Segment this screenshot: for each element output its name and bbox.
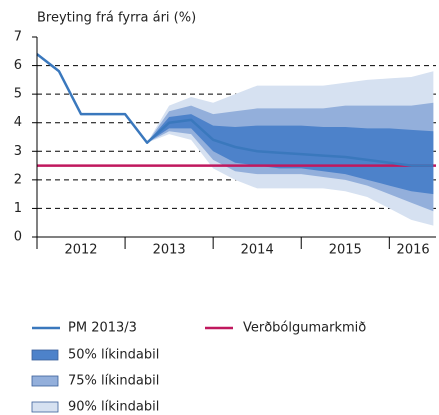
- y-tick-label: 2: [14, 172, 22, 187]
- x-tick-label: 2014: [241, 243, 274, 258]
- x-tick-label: 2013: [153, 243, 186, 258]
- legend-swatch: [31, 375, 59, 387]
- y-tick-label: 6: [14, 58, 22, 73]
- y-tick-label: 0: [14, 230, 22, 245]
- legend-label: 75% líkindabil: [68, 374, 159, 389]
- x-tick-label: 2016: [397, 243, 430, 258]
- y-tick-label: 7: [14, 30, 22, 45]
- legend-swatch: [31, 401, 59, 413]
- y-tick-label: 5: [14, 87, 22, 102]
- chart-title: Breyting frá fyrra ári (%): [37, 11, 196, 26]
- legend-label: 50% líkindabil: [68, 348, 159, 363]
- x-tick-label: 2015: [329, 243, 362, 258]
- legend-label: PM 2013/3: [68, 321, 137, 336]
- y-tick-label: 4: [14, 115, 22, 130]
- x-tick-label: 2012: [64, 243, 97, 258]
- legend-swatch: [31, 349, 59, 361]
- series-line: [36, 53, 434, 167]
- legend-label: Verðbólgumarkmið: [243, 321, 366, 336]
- y-tick-label: 3: [14, 144, 22, 159]
- legend-label: 90% líkindabil: [68, 400, 159, 415]
- y-tick-label: 1: [14, 201, 22, 216]
